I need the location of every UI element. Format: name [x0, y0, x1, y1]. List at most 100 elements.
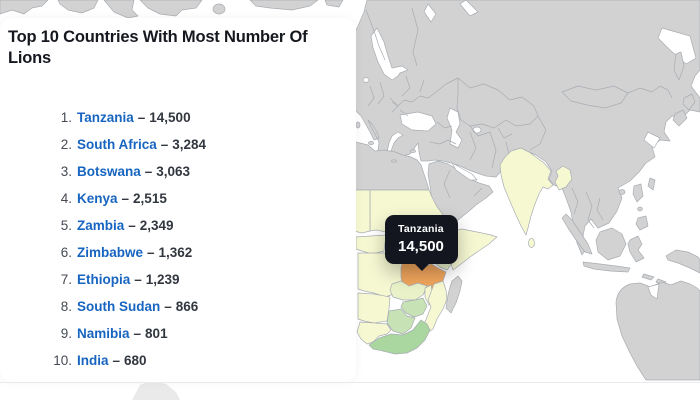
eurasia-landmass	[333, 0, 700, 256]
country-link[interactable]: Ethiopia	[77, 272, 131, 288]
rank-label: 5.	[60, 218, 72, 234]
country-zambia[interactable]	[389, 280, 428, 301]
lion-count: 1,362	[158, 245, 193, 261]
black-sea	[399, 111, 437, 132]
sardinia-island	[355, 121, 361, 129]
list-item: 8. South Sudan – 866	[0, 299, 356, 326]
lion-ranking-list: 1. Tanzania – 14,500 2. South Africa – 3…	[0, 110, 356, 380]
country-india[interactable]	[499, 147, 554, 236]
sicily-island	[368, 140, 374, 146]
lion-ranking-card: Top 10 Countries With Most Number Of Lio…	[0, 18, 356, 382]
lion-count: 801	[145, 326, 168, 342]
rank-label: 10.	[53, 353, 72, 369]
faint-south-landmass	[132, 380, 180, 400]
islands	[132, 51, 700, 400]
danish-strait	[362, 77, 370, 83]
separator: –	[164, 299, 172, 315]
tooltip-lion-count: 14,500	[398, 238, 444, 255]
lion-count: 2,515	[133, 191, 167, 207]
lion-count: 866	[175, 299, 199, 315]
list-item: 3. Botswana – 3,063	[0, 164, 356, 191]
separator: –	[121, 191, 130, 207]
kara-gap	[459, 0, 479, 17]
rank-label: 6.	[60, 245, 72, 261]
japan-honshu	[682, 93, 696, 111]
country-angola[interactable]	[357, 292, 391, 324]
country-link[interactable]: Kenya	[77, 191, 118, 207]
philippines-visayas	[637, 206, 643, 212]
country-ne-india[interactable]	[554, 165, 573, 191]
white-sea	[423, 3, 437, 23]
country-north-africa-nodata[interactable]	[335, 140, 430, 191]
sakhalin-island	[673, 51, 685, 81]
country-mozambique[interactable]	[422, 280, 448, 334]
tooltip-caret	[415, 264, 429, 271]
sulawesi-island	[627, 235, 645, 263]
list-item: 6. Zimbabwe – 1,362	[0, 245, 356, 272]
java-island	[582, 261, 631, 273]
section-divider	[0, 382, 700, 383]
country-link[interactable]: Zambia	[77, 218, 125, 234]
lion-count: 3,063	[156, 164, 191, 180]
new-guinea-island	[665, 249, 700, 274]
lion-count: 680	[124, 353, 147, 369]
country-madagascar-nodata[interactable]	[445, 275, 463, 314]
gulf-of-carpentaria	[647, 283, 660, 300]
country-link[interactable]: South Africa	[77, 137, 157, 153]
list-item: 9. Namibia – 801	[0, 326, 356, 353]
sea-of-okhotsk	[657, 27, 697, 65]
philippines-luzon	[632, 183, 644, 203]
country-link[interactable]: India	[77, 353, 109, 369]
country-sri-lanka[interactable]	[528, 238, 535, 248]
rank-label: 2.	[60, 137, 72, 153]
crete-island	[391, 159, 397, 163]
rank-label: 3.	[60, 164, 72, 180]
separator: –	[147, 245, 155, 261]
list-item: 5. Zambia – 2,349	[0, 218, 356, 245]
country-zimbabwe[interactable]	[400, 297, 428, 318]
rank-label: 9.	[60, 326, 72, 342]
country-link[interactable]: Botswana	[77, 164, 141, 180]
country-car[interactable]	[355, 234, 387, 255]
country-link[interactable]: South Sudan	[77, 299, 161, 315]
list-item: 10. India – 680	[0, 353, 356, 380]
separator: –	[134, 272, 142, 288]
rank-label: 4.	[60, 191, 72, 207]
rank-label: 1.	[60, 110, 72, 126]
baltic-sea	[370, 27, 409, 81]
country-south-africa[interactable]	[368, 319, 431, 355]
persian-gulf	[451, 162, 478, 181]
japan-kyushu	[672, 109, 688, 127]
borneo-island	[595, 227, 627, 261]
separator: –	[160, 137, 169, 153]
list-item: 2. South Africa – 3,284	[0, 137, 356, 164]
separator: –	[137, 110, 146, 126]
aral-sea	[472, 126, 482, 134]
country-link[interactable]: Namibia	[77, 326, 130, 342]
list-item: 4. Kenya – 2,515	[0, 191, 356, 218]
map-tooltip: Tanzania 14,500	[385, 215, 458, 271]
arctic-fragments	[0, 0, 344, 19]
lion-count: 14,500	[149, 110, 191, 126]
separator: –	[133, 326, 142, 342]
separator: –	[112, 353, 121, 369]
country-namibia[interactable]	[356, 321, 392, 345]
timor-island	[641, 273, 655, 281]
country-botswana[interactable]	[386, 308, 416, 335]
page-title: Top 10 Countries With Most Number Of Lio…	[8, 28, 308, 67]
lion-count: 2,349	[139, 218, 174, 234]
separator: –	[128, 218, 136, 234]
country-eurasia-nodata	[333, 0, 700, 256]
sumatra-island	[561, 213, 593, 255]
lion-count: 3,284	[172, 137, 207, 153]
separator: –	[144, 164, 153, 180]
rank-label: 8.	[60, 299, 72, 315]
country-link[interactable]: Zimbabwe	[77, 245, 144, 261]
hainan-island	[618, 189, 626, 195]
lion-count: 1,239	[145, 272, 180, 288]
country-chad[interactable]	[353, 189, 371, 234]
country-link[interactable]: Tanzania	[77, 110, 134, 126]
taiwan-island	[647, 177, 656, 191]
tooltip-country-name: Tanzania	[398, 223, 444, 235]
